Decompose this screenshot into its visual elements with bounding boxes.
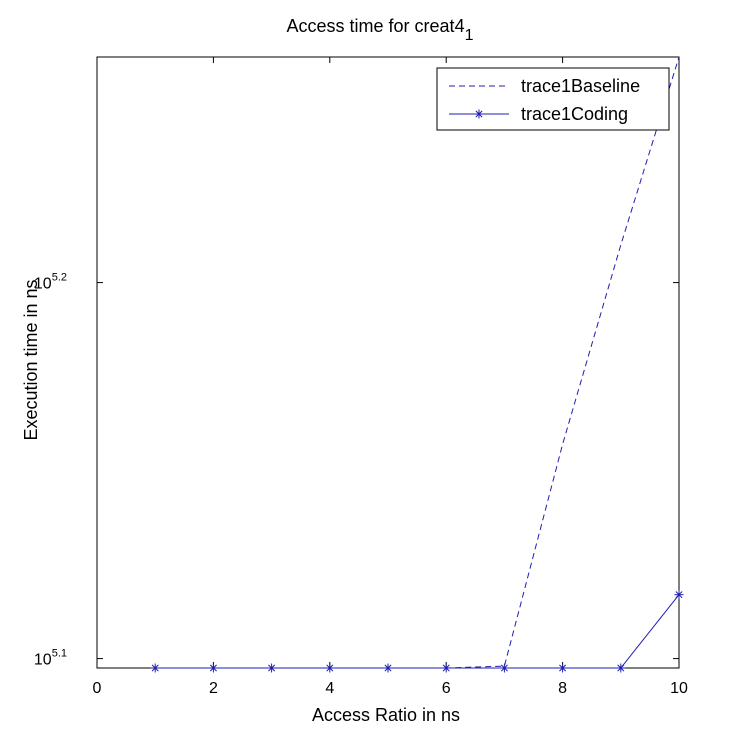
x-tick-label: 6 xyxy=(442,680,451,697)
x-tick-label: 8 xyxy=(558,680,567,697)
series-line-trace1Coding xyxy=(155,594,680,669)
legend-label: trace1Coding xyxy=(521,104,628,124)
y-axis-label: Execution time in ns xyxy=(21,279,41,440)
legend-label: trace1Baseline xyxy=(521,76,640,96)
x-axis-label: Access Ratio in ns xyxy=(312,705,460,725)
data-point-trace1Coding xyxy=(267,663,277,673)
legend-box xyxy=(436,67,670,131)
data-point-trace1Coding xyxy=(150,663,160,673)
plot-area xyxy=(96,56,680,669)
legend-marker-trace1Coding xyxy=(474,109,484,119)
data-point-trace1Coding xyxy=(499,663,509,673)
data-point-trace1Coding xyxy=(558,663,568,673)
y-tick-label: 105.1 xyxy=(34,648,67,669)
data-point-trace1Coding xyxy=(208,663,218,673)
y-tick-label-exponent: 5.1 xyxy=(52,648,67,660)
data-point-trace1Coding xyxy=(383,663,393,673)
y-tick-label-exponent: 5.2 xyxy=(52,272,67,284)
x-tick-label: 0 xyxy=(93,680,102,697)
data-point-trace1Coding xyxy=(325,663,335,673)
x-tick-label: 2 xyxy=(209,680,218,697)
x-tick-label: 4 xyxy=(325,680,334,697)
chart-title-subscript: 1 xyxy=(465,27,474,44)
legend: trace1Baseline trace1Coding xyxy=(436,67,670,131)
data-point-trace1Coding xyxy=(441,663,451,673)
x-tick-label: 10 xyxy=(670,680,688,697)
data-point-trace1Coding xyxy=(674,590,684,600)
series-layer xyxy=(150,56,684,673)
chart-title: Access time for creat41 xyxy=(287,16,474,44)
data-point-trace1Coding xyxy=(616,663,626,673)
